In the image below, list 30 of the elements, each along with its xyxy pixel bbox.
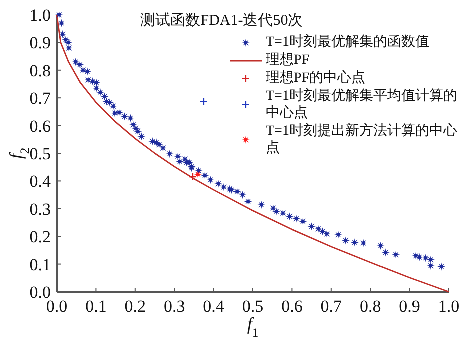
- y-tick-label: 0.7: [30, 89, 52, 108]
- y-tick-label: 1.0: [30, 6, 51, 25]
- x-tick-label: 0.1: [86, 297, 107, 316]
- x-tick-label: 0.8: [360, 297, 382, 316]
- y-tick-label: 0.2: [30, 228, 51, 247]
- legend-label: 理想PF: [266, 52, 310, 69]
- x-tick-label: 0.4: [203, 297, 225, 316]
- point: [194, 170, 202, 179]
- y-tick-label: 0.6: [30, 116, 51, 136]
- y-tick-label: 0.8: [30, 61, 51, 80]
- legend-label: T=1时刻提出新方法计算的中心点: [266, 123, 458, 157]
- x-tick-label: 0.7: [320, 297, 343, 316]
- chart-title: 测试函数FDA1-迭代50次: [140, 12, 304, 29]
- legend-label: T=1时刻最优解集平均值计算的中心点: [266, 88, 458, 122]
- x-axis-title: f$_{1}$: [247, 314, 259, 340]
- x-tick-label: 1.0: [438, 297, 460, 316]
- legend-label: T=1时刻最优解集的函数值: [266, 34, 430, 51]
- x-tick-label: 0.3: [164, 297, 186, 316]
- y-tick-label: 0.1: [30, 255, 51, 274]
- x-tick-label: 0.6: [282, 297, 303, 316]
- point: [188, 172, 198, 182]
- y-tick-label: 0.4: [30, 172, 52, 192]
- x-tick-label: 0.5: [242, 297, 264, 316]
- point: [200, 98, 208, 106]
- y-tick-label: 0.5: [30, 144, 51, 164]
- x-tick-label: 0.9: [399, 297, 420, 316]
- y-tick-label: 0.3: [30, 200, 51, 219]
- legend-label: 理想PF的中心点: [266, 70, 366, 87]
- y-tick-label: 0.9: [30, 34, 51, 53]
- x-tick-label: 0.2: [124, 297, 146, 316]
